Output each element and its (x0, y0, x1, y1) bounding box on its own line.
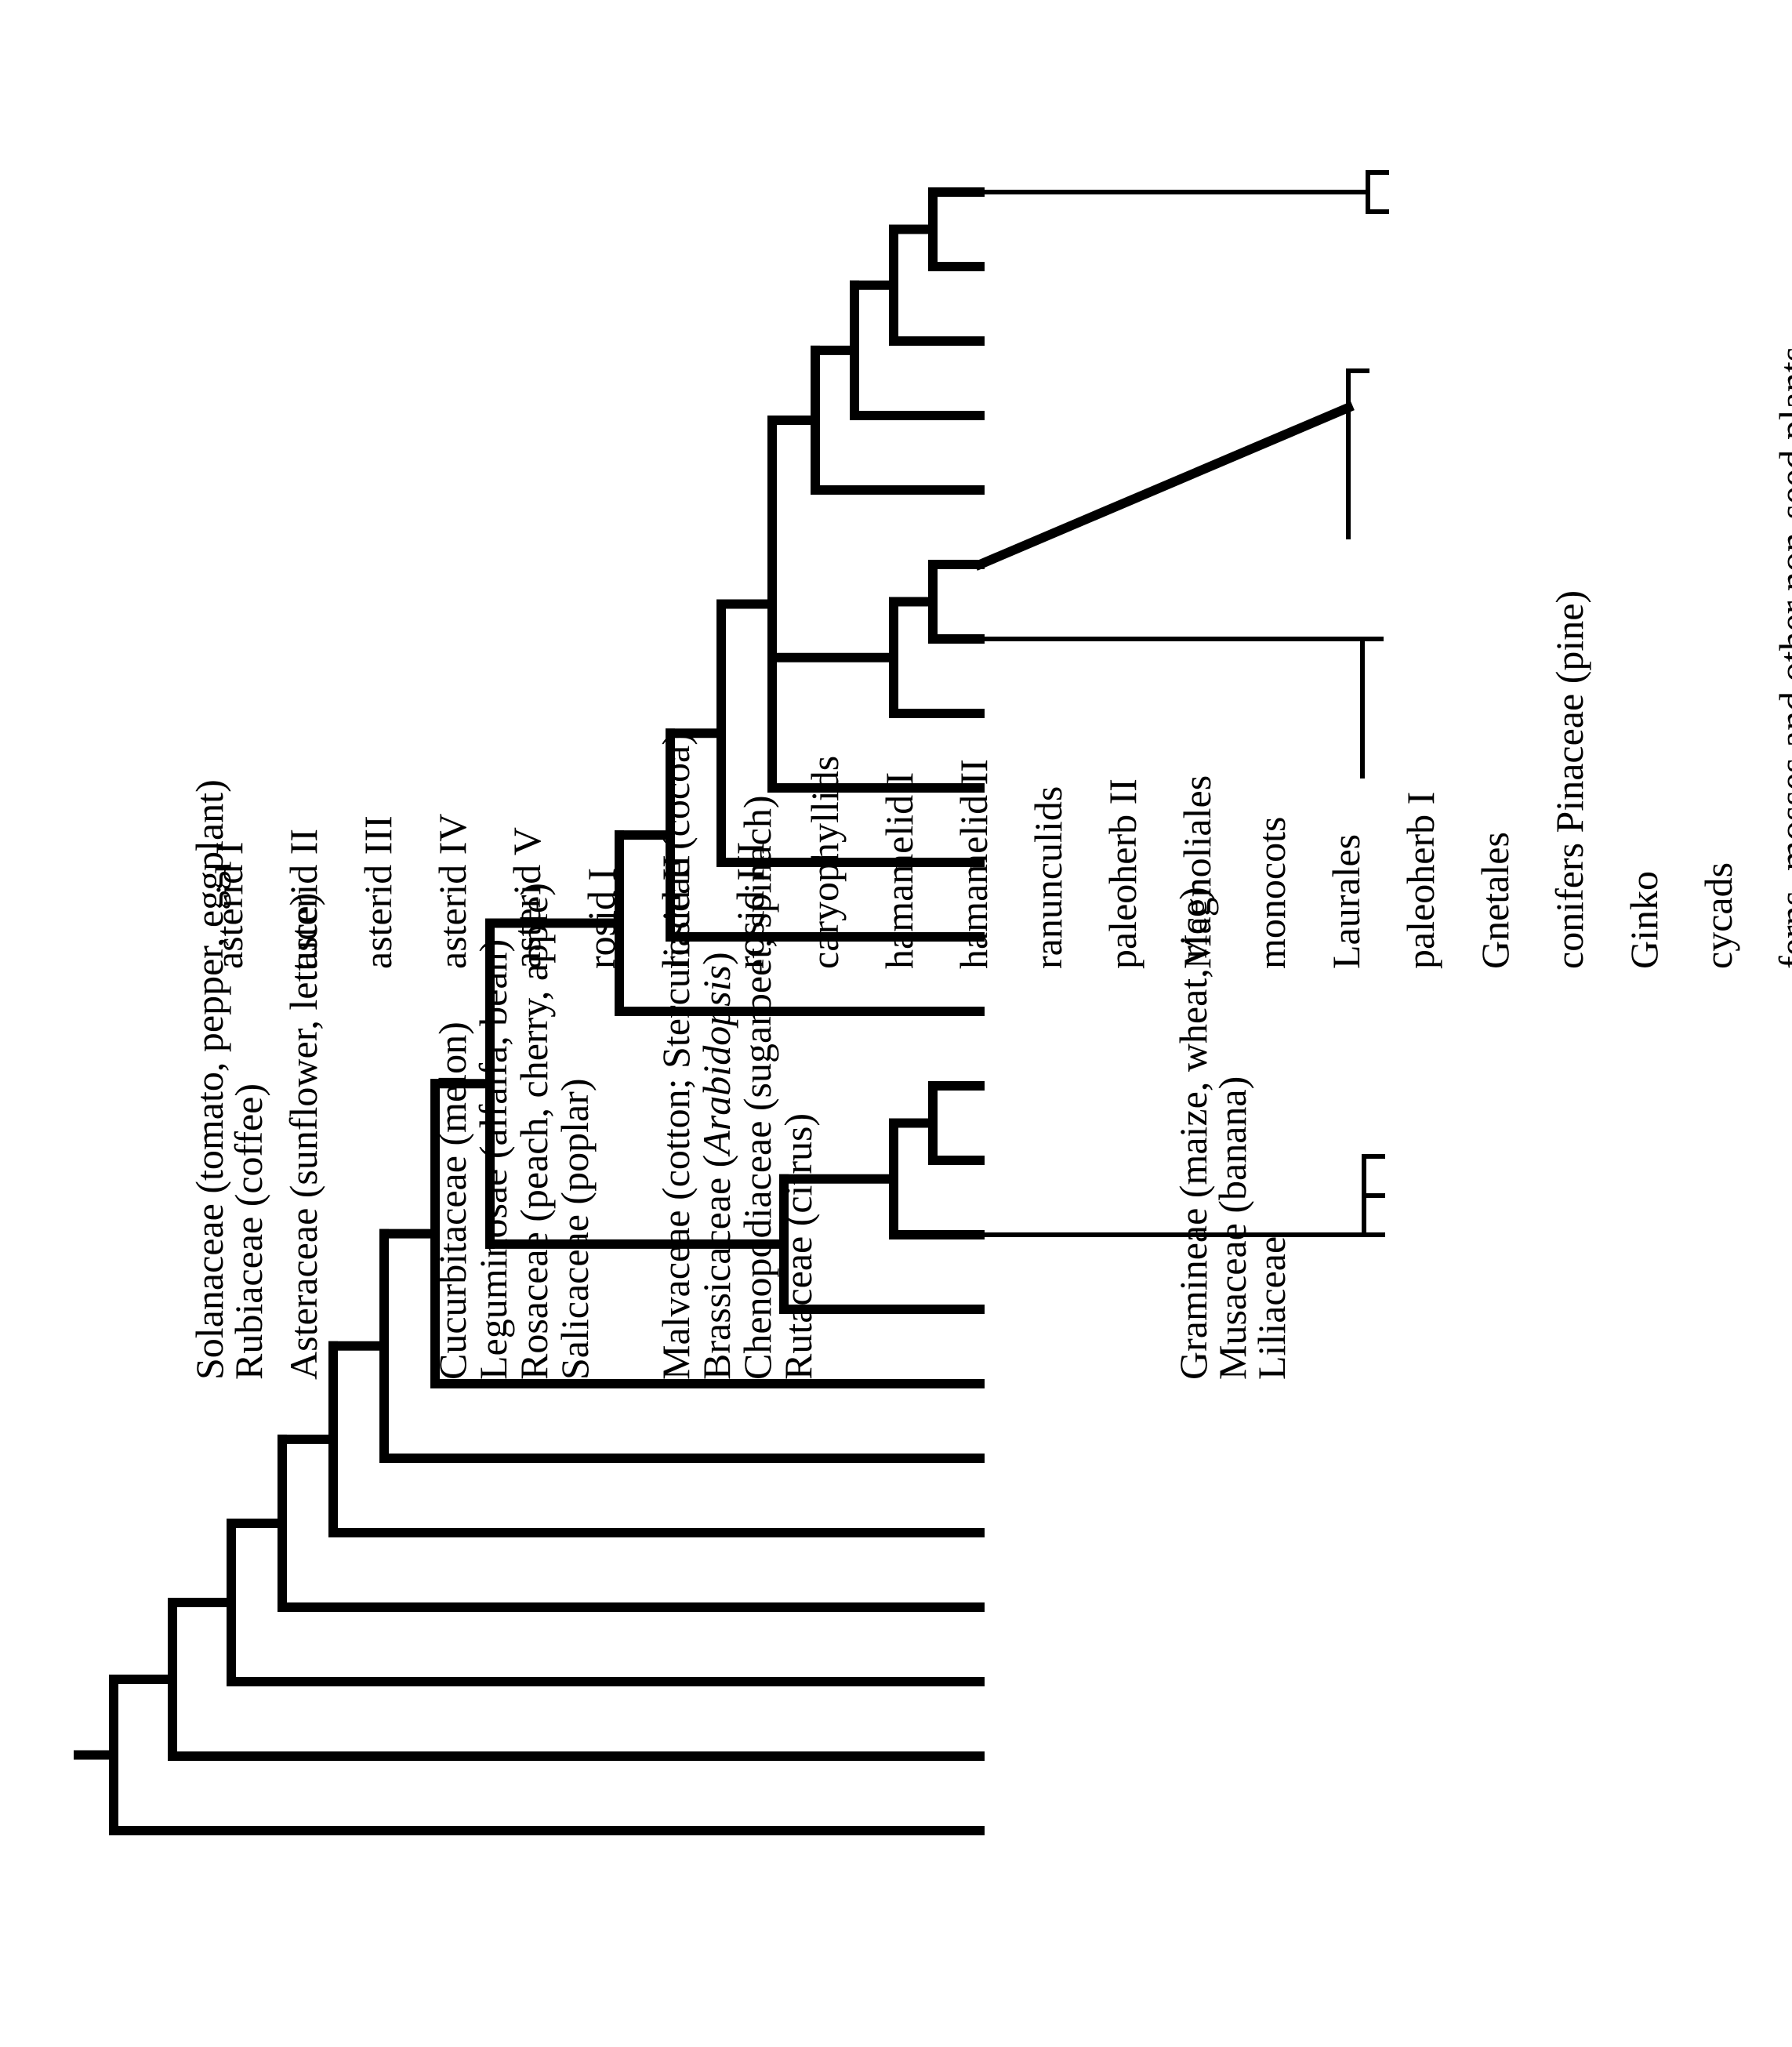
leaf-label: cycads (1696, 862, 1741, 969)
leaf-label: Rubiaceae (coffee) (226, 1083, 271, 1380)
leaf-label: ferns, mosses and other non-seed plants (1770, 347, 1792, 969)
figure-stage: asterid Iasterid IIasterid IIIasterid IV… (0, 0, 1792, 2047)
leaf-label: Laurales (1323, 834, 1369, 969)
leaf-label: Liliaceae (1249, 1236, 1294, 1380)
leaf-label: paleoherb I (1398, 792, 1443, 969)
leaf-label: Musaceae (banana) (1210, 1076, 1255, 1380)
leaf-label: Gnetales (1472, 832, 1518, 969)
leaf-label: conifers Pinaceae (pine) (1547, 590, 1592, 969)
leaf-label: hamamelid II (951, 759, 996, 969)
leaf-label: Brassicaceae (Arabidopsis) (694, 952, 739, 1380)
leaf-label: monocots (1249, 817, 1294, 969)
leaf-label: caryophyllids (802, 756, 847, 969)
leaf-label: Rutaceae (citrus) (775, 1113, 821, 1380)
leaf-label: Rosaceae (peach, cherry, apple) (511, 883, 557, 1380)
leaf-label: Asteraceae (sunflower, lettuce) (281, 893, 326, 1380)
leaf-label: hamamelid I (876, 772, 922, 969)
leaf-label: paleoherb II (1100, 779, 1145, 969)
leaf-label: Malvaceae (cotton; Sterculiaceae (cocoa) (653, 732, 698, 1380)
leaf-label: asterid IV (430, 813, 475, 969)
leaf-label: ranunculids (1025, 786, 1071, 969)
leaf-label: asterid III (355, 815, 401, 969)
cladogram-svg (0, 0, 1792, 2047)
leaf-label: rosid I (579, 868, 624, 969)
leaf-label: Ginko (1621, 871, 1667, 969)
leaf-label: Cucurbitaceae (melon) (430, 1022, 475, 1380)
leaf-label: Salicaceae (poplar) (552, 1079, 597, 1380)
leaf-label: Chenopodiaceae (sugarbeet, spinach) (735, 795, 780, 1380)
leaf-label: Gramineae (maize, wheat, rice) (1170, 887, 1216, 1380)
leaf-label: Solanaceae (tomato, pepper, eggplant) (187, 779, 232, 1380)
leaf-label: Leguminosae (alfalfa, bean) (470, 939, 516, 1380)
